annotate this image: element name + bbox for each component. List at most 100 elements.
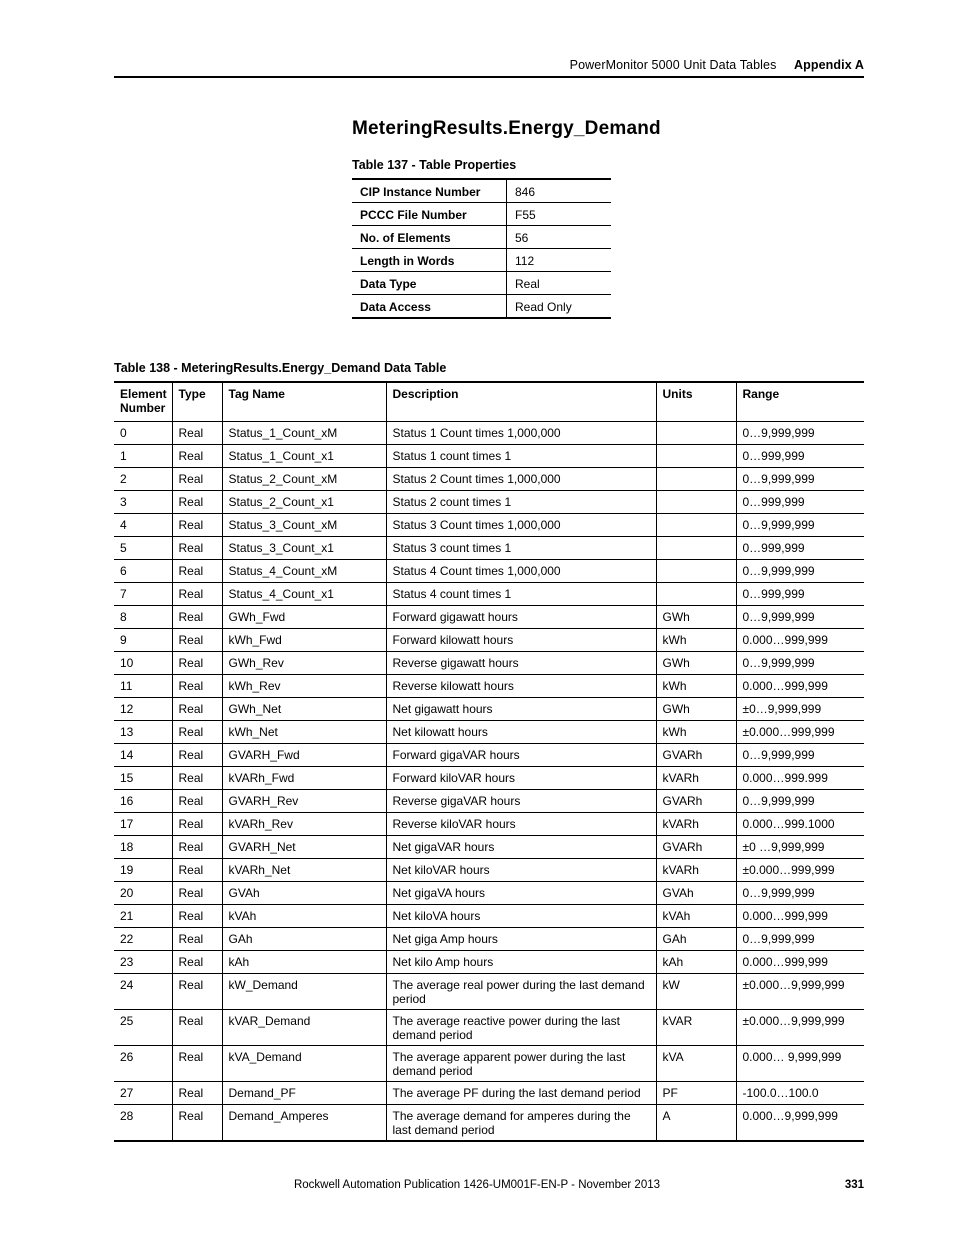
props-row: Data TypeReal [352,272,611,295]
page-number: 331 [845,1179,864,1191]
table-cell: 0.000…999,999 [736,904,864,927]
table-cell: 0…9,999,999 [736,743,864,766]
table-cell: Real [172,467,222,490]
table-row: 23RealkAhNet kilo Amp hourskAh0.000…999,… [114,950,864,973]
table-cell: Real [172,513,222,536]
table-cell: 0.000…999.999 [736,766,864,789]
table-cell: Real [172,605,222,628]
table-cell: kWh_Fwd [222,628,386,651]
table-cell: 0…9,999,999 [736,927,864,950]
table-cell: Forward gigawatt hours [386,605,656,628]
table-row: 26RealkVA_DemandThe average apparent pow… [114,1045,864,1081]
table-cell: 0.000…999,999 [736,950,864,973]
table-cell: 0…9,999,999 [736,605,864,628]
page-footer: Rockwell Automation Publication 1426-UM0… [0,1179,954,1191]
table-cell: Real [172,651,222,674]
table-row: 4RealStatus_3_Count_xMStatus 3 Count tim… [114,513,864,536]
table-cell [656,467,736,490]
table-row: 0RealStatus_1_Count_xMStatus 1 Count tim… [114,421,864,444]
props-row: PCCC File NumberF55 [352,203,611,226]
table-cell: Status_3_Count_x1 [222,536,386,559]
table-row: 13RealkWh_NetNet kilowatt hourskWh±0.000… [114,720,864,743]
table-cell: Forward gigaVAR hours [386,743,656,766]
table-cell: kWh_Net [222,720,386,743]
table-cell: Status_1_Count_x1 [222,444,386,467]
table-cell: kWh [656,674,736,697]
table-cell: GAh [222,927,386,950]
data-col-header: Type [172,382,222,421]
table-cell: 26 [114,1045,172,1081]
data-col-header: Range [736,382,864,421]
table-cell: Real [172,1045,222,1081]
table-cell: GVARh [656,743,736,766]
table-cell: Real [172,421,222,444]
table-cell: 3 [114,490,172,513]
props-value: 56 [507,226,612,249]
table-cell: 17 [114,812,172,835]
table-cell: Status_4_Count_x1 [222,582,386,605]
table-cell: kW_Demand [222,973,386,1009]
table-cell: Reverse kilowatt hours [386,674,656,697]
table-cell: Status 1 Count times 1,000,000 [386,421,656,444]
table-cell: The average apparent power during the la… [386,1045,656,1081]
table-cell: Real [172,1009,222,1045]
table-cell: PF [656,1081,736,1104]
table-cell [656,582,736,605]
table-cell: ±0.000…999,999 [736,858,864,881]
table-cell: 0.000…999,999 [736,674,864,697]
table-cell: Reverse gigaVAR hours [386,789,656,812]
table-cell: kVAh [656,904,736,927]
table-row: 22RealGAhNet giga Amp hoursGAh0…9,999,99… [114,927,864,950]
table-cell: 0.000…9,999,999 [736,1104,864,1141]
table-cell: 0…9,999,999 [736,559,864,582]
table-cell: kWh [656,720,736,743]
table-cell [656,490,736,513]
page-header: PowerMonitor 5000 Unit Data Tables Appen… [114,58,864,78]
table-cell: Real [172,720,222,743]
table-cell: 0…9,999,999 [736,789,864,812]
props-label: Data Access [352,295,507,319]
table-cell: Real [172,743,222,766]
table-cell: Real [172,674,222,697]
table-cell: GVARH_Fwd [222,743,386,766]
table-cell: GVARH_Net [222,835,386,858]
table-cell: 0.000…999.1000 [736,812,864,835]
table-cell: 0…999,999 [736,490,864,513]
table-cell [656,513,736,536]
props-row: Length in Words112 [352,249,611,272]
table-cell: 16 [114,789,172,812]
table-cell: 20 [114,881,172,904]
table-cell: Real [172,812,222,835]
table-cell: 2 [114,467,172,490]
table-cell: Real [172,835,222,858]
table-cell: Real [172,904,222,927]
props-row: No. of Elements56 [352,226,611,249]
table-cell: kVARh [656,766,736,789]
props-caption: Table 137 - Table Properties [352,158,864,172]
table-cell: 12 [114,697,172,720]
table-row: 19RealkVARh_NetNet kiloVAR hourskVARh±0.… [114,858,864,881]
props-label: Length in Words [352,249,507,272]
table-cell: ±0 …9,999,999 [736,835,864,858]
table-cell: Net kilowatt hours [386,720,656,743]
table-cell [656,444,736,467]
data-caption: Table 138 - MeteringResults.Energy_Deman… [114,361,864,375]
table-cell: kVA [656,1045,736,1081]
table-row: 12RealGWh_NetNet gigawatt hoursGWh±0…9,9… [114,697,864,720]
table-cell: GAh [656,927,736,950]
table-cell: Net giga Amp hours [386,927,656,950]
table-cell: kWh_Rev [222,674,386,697]
table-cell: 22 [114,927,172,950]
table-cell: Status_2_Count_xM [222,467,386,490]
table-cell: kWh [656,628,736,651]
props-value: Read Only [507,295,612,319]
table-cell: Reverse kiloVAR hours [386,812,656,835]
table-cell: GVARh [656,835,736,858]
table-cell: GWh_Net [222,697,386,720]
table-cell: GVAh [656,881,736,904]
table-cell: 0…9,999,999 [736,513,864,536]
table-cell: 14 [114,743,172,766]
table-cell: Real [172,950,222,973]
table-cell: Status 1 count times 1 [386,444,656,467]
table-row: 1RealStatus_1_Count_x1Status 1 count tim… [114,444,864,467]
